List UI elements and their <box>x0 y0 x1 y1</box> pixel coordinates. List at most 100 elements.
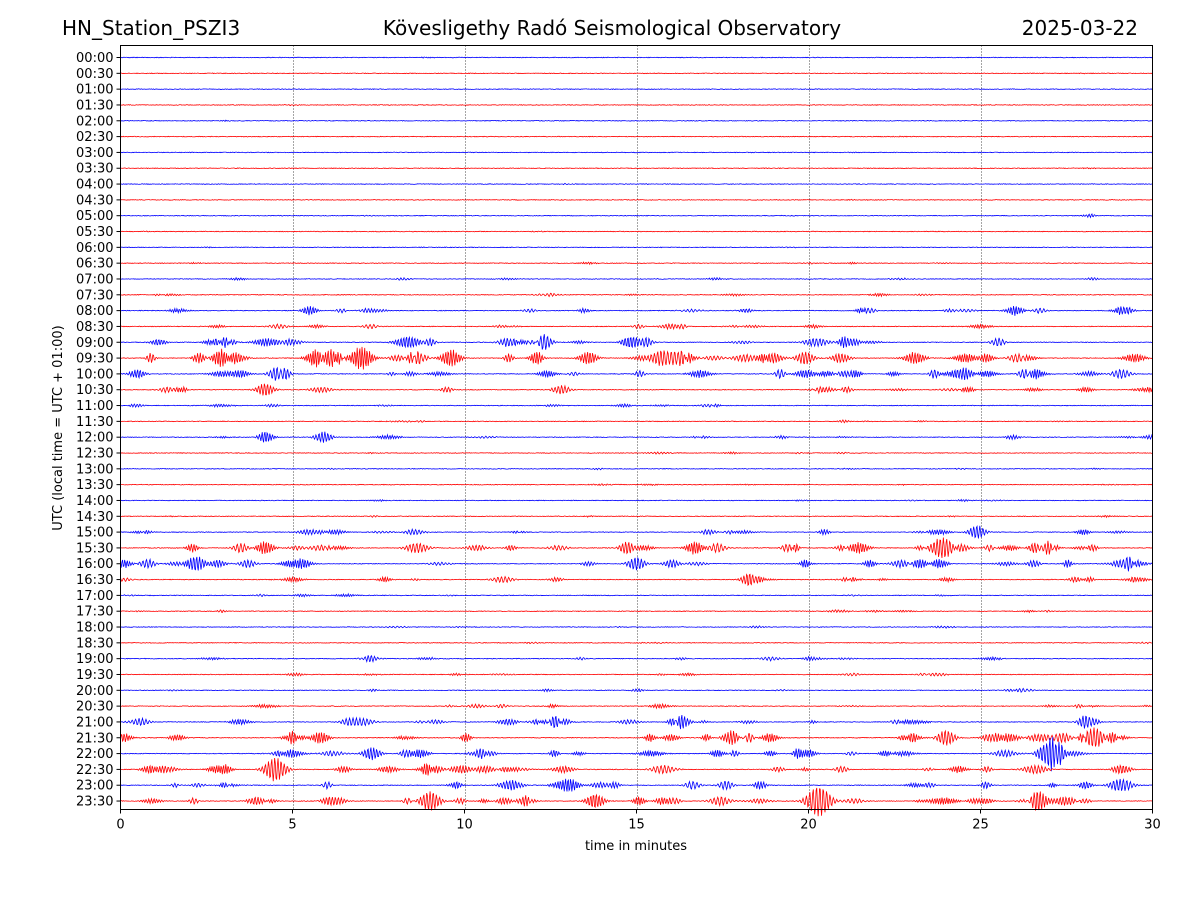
trace-row <box>120 322 1153 331</box>
y-tick-label: 02:30 <box>76 130 113 145</box>
trace-row <box>120 655 1153 664</box>
trace-row <box>120 88 1153 91</box>
y-tick-label: 13:30 <box>76 478 113 493</box>
y-tick-label: 22:00 <box>76 747 113 762</box>
y-tick-label: 04:30 <box>76 193 113 208</box>
trace-row <box>120 104 1153 107</box>
y-tick-label: 20:00 <box>76 684 113 699</box>
trace-row <box>120 736 1153 772</box>
trace-row <box>120 334 1153 350</box>
y-tick-label: 01:00 <box>76 83 113 98</box>
y-axis-ticks: 00:0000:3001:0001:3002:0002:3003:0003:30… <box>76 51 121 810</box>
x-tick-label: 15 <box>628 818 645 833</box>
chart-date: 2025-03-22 <box>1021 16 1138 40</box>
station-name: HN_Station_PSZI3 <box>62 16 241 40</box>
y-tick-label: 18:00 <box>76 621 113 636</box>
trace-row <box>120 671 1153 677</box>
trace-row <box>120 556 1153 572</box>
trace-row <box>120 641 1153 645</box>
trace-row <box>120 778 1153 792</box>
y-tick-label: 15:00 <box>76 526 113 541</box>
trace-row <box>120 213 1153 219</box>
y-tick-label: 20:30 <box>76 700 113 715</box>
trace-row <box>120 306 1153 316</box>
trace-row <box>120 246 1153 249</box>
trace-row <box>120 537 1153 558</box>
trace-row <box>120 346 1153 370</box>
y-tick-label: 05:00 <box>76 209 113 224</box>
trace-row <box>120 702 1153 710</box>
y-tick-label: 08:30 <box>76 320 113 335</box>
trace-row <box>120 573 1153 587</box>
trace-row <box>120 727 1153 747</box>
x-tick-label: 5 <box>288 818 296 833</box>
plot-frame <box>120 45 1153 810</box>
y-tick-label: 00:30 <box>76 67 113 82</box>
trace-row <box>120 714 1153 730</box>
y-tick-label: 03:00 <box>76 146 113 161</box>
trace-row <box>120 151 1153 154</box>
trace-row <box>120 230 1153 233</box>
y-tick-label: 07:30 <box>76 288 113 303</box>
y-tick-label: 19:30 <box>76 668 113 683</box>
trace-row <box>120 182 1153 186</box>
trace-row <box>120 592 1153 598</box>
y-tick-label: 16:00 <box>76 557 113 572</box>
x-axis-ticks: 0 5 10 15 20 25 30 <box>116 809 1161 833</box>
trace-row <box>120 72 1153 75</box>
trace-row <box>120 402 1153 409</box>
trace-row <box>120 119 1153 122</box>
y-tick-label: 21:00 <box>76 715 113 730</box>
y-tick-label: 13:00 <box>76 462 113 477</box>
y-tick-label: 11:00 <box>76 399 113 414</box>
y-tick-label: 21:30 <box>76 731 113 746</box>
traces <box>120 56 1153 817</box>
trace-row <box>120 483 1153 487</box>
trace-row <box>120 292 1153 298</box>
y-tick-label: 17:30 <box>76 605 113 620</box>
y-tick-label: 14:00 <box>76 494 113 509</box>
x-tick-label: 20 <box>800 818 817 833</box>
trace-row <box>120 609 1153 614</box>
y-tick-label: 09:30 <box>76 352 113 367</box>
y-tick-label: 19:00 <box>76 652 113 667</box>
x-tick-label: 30 <box>1144 818 1161 833</box>
x-tick-label: 0 <box>116 818 124 833</box>
observatory-title: Kövesligethy Radó Seismological Observat… <box>382 16 842 40</box>
trace-row <box>120 56 1153 59</box>
y-tick-label: 23:00 <box>76 779 113 794</box>
x-axis-label: time in minutes <box>585 839 687 854</box>
x-tick-label: 25 <box>972 818 989 833</box>
trace-row <box>120 498 1153 503</box>
trace-row <box>120 514 1153 519</box>
y-tick-label: 00:00 <box>76 51 113 66</box>
y-tick-label: 23:30 <box>76 795 113 810</box>
y-tick-label: 10:00 <box>76 367 113 382</box>
y-tick-label: 22:30 <box>76 763 113 778</box>
trace-row <box>120 687 1153 693</box>
trace-row <box>120 198 1153 201</box>
trace-row <box>120 467 1153 471</box>
trace-row <box>120 261 1153 266</box>
trace-row <box>120 276 1153 282</box>
y-tick-label: 01:30 <box>76 98 113 113</box>
y-tick-label: 03:30 <box>76 162 113 177</box>
y-tick-label: 18:30 <box>76 636 113 651</box>
gridlines <box>293 45 982 810</box>
trace-row <box>120 431 1153 443</box>
trace-row <box>120 383 1153 396</box>
y-tick-label: 04:00 <box>76 178 113 193</box>
trace-row <box>120 451 1153 455</box>
trace-row <box>120 525 1153 539</box>
y-tick-label: 12:30 <box>76 447 113 462</box>
y-tick-label: 11:30 <box>76 415 113 430</box>
trace-row <box>120 135 1153 138</box>
trace-row <box>120 167 1153 170</box>
y-tick-label: 15:30 <box>76 541 113 556</box>
y-tick-label: 09:00 <box>76 336 113 351</box>
y-tick-label: 08:00 <box>76 304 113 319</box>
y-tick-label: 05:30 <box>76 225 113 240</box>
y-tick-label: 07:00 <box>76 272 113 287</box>
y-tick-label: 02:00 <box>76 114 113 129</box>
